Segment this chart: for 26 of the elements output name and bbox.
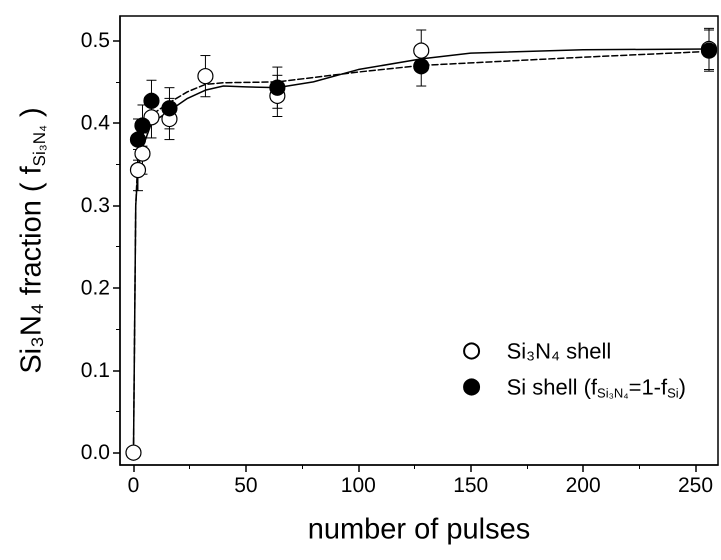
x-tick-label: 200 [566, 474, 601, 497]
y-tick-label: 0.4 [80, 112, 110, 135]
x-tick-label: 250 [678, 474, 714, 497]
point [413, 58, 430, 74]
x-tick-label: 0 [128, 474, 140, 497]
x-tick-label: 150 [453, 474, 488, 497]
x-tick-label: 100 [340, 474, 376, 497]
point [269, 80, 286, 96]
point [125, 444, 142, 461]
x-axis-title: number of pulses [308, 514, 530, 546]
point [161, 100, 178, 116]
y-axis-title: Si₃N₄ fraction ( fSi₃N₄ ) [16, 107, 49, 374]
y-tick-label: 0.3 [80, 194, 110, 217]
y-tick-label: 0.2 [80, 276, 110, 300]
y-tick-label: 0.1 [80, 358, 110, 382]
point [134, 145, 151, 162]
point [413, 42, 430, 59]
point [134, 117, 151, 134]
legend-label: Si₃N₄ shell [506, 338, 612, 364]
point [143, 92, 160, 109]
point [130, 162, 146, 178]
y-tick-label: 0.5 [80, 29, 110, 52]
point [130, 131, 146, 148]
x-tick-label: 50 [234, 474, 258, 497]
y-tick-label: 0.0 [80, 441, 110, 464]
point [197, 68, 214, 84]
